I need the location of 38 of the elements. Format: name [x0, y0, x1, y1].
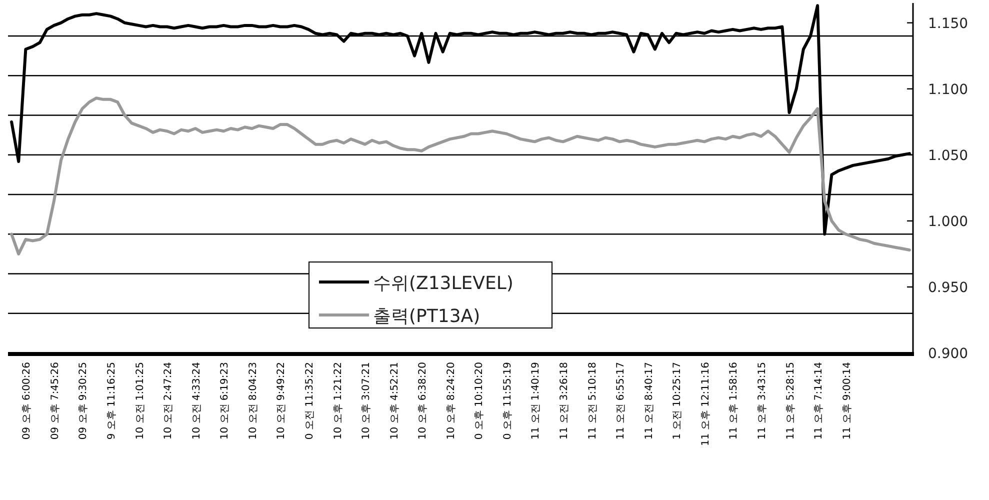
x-tick-label: 11 오후 12:11:16: [700, 362, 712, 446]
x-tick-label: 11 오전 5:10:18: [587, 362, 598, 440]
x-tick-label: 10 오전 8:04:23: [248, 362, 259, 440]
x-tick-label: 9 오후 11:16:25: [106, 362, 118, 440]
x-tick-label: 0 오후 10:10:20: [474, 362, 486, 440]
x-tick-label: 0 오전 11:35:22: [304, 362, 316, 440]
x-tick-label: 11 오후 9:00:14: [842, 362, 853, 440]
x-tick-label: 10 오전 9:49:22: [276, 362, 288, 440]
x-tick-label: 09 오후 6:00:26: [22, 362, 33, 440]
x-tick-label: 10 오후 6:38:20: [418, 362, 429, 440]
legend-label: 수위(Z13LEVEL): [373, 273, 514, 294]
x-tick-label: 10 오전 6:19:23: [220, 362, 231, 440]
legend-label: 출력(PT13A): [373, 306, 480, 327]
x-tick-label: 1 오전 10:25:17: [672, 362, 684, 440]
x-tick-label: 11 오후 1:58:16: [728, 362, 740, 440]
y2-tick-label: 1.150: [928, 16, 968, 32]
x-tick-label: 10 오전 1:01:25: [134, 362, 146, 440]
x-tick-label: 10 오후 8:24:20: [446, 362, 457, 440]
x-tick-label: 09 오후 7:45:26: [50, 362, 61, 440]
x-tick-label: 10 오후 3:07:21: [361, 362, 372, 440]
x-tick-label: 09 오후 9:30:25: [78, 362, 90, 440]
x-tick-label: 10 오후 1:21:22: [332, 362, 344, 440]
x-tick-label: 11 오전 6:55:17: [616, 362, 627, 440]
x-tick-label: 11 오후 3:43:15: [756, 362, 768, 440]
x-tick-label: 10 오후 4:52:21: [389, 362, 400, 440]
y2-tick-label: 1.050: [928, 148, 968, 164]
x-tick-label: 11 오전 1:40:19: [530, 362, 542, 440]
x-tick-label: 11 오전 8:40:17: [644, 362, 655, 440]
x-tick-label: 0 오후 11:55:19: [502, 362, 514, 440]
x-tick-label: 11 오전 3:26:18: [559, 362, 570, 440]
x-tick-label: 10 오전 2:47:24: [163, 362, 174, 440]
y2-tick-label: 0.900: [928, 346, 968, 362]
y2-tick-label: 0.950: [928, 280, 968, 296]
y2-tick-label: 1.000: [928, 214, 968, 230]
y2-tick-label: 1.100: [928, 82, 968, 98]
x-tick-label: 11 오후 7:14:14: [814, 362, 825, 440]
x-tick-label: 11 오후 5:28:15: [785, 362, 796, 440]
x-tick-label: 10 오전 4:33:24: [191, 362, 202, 440]
